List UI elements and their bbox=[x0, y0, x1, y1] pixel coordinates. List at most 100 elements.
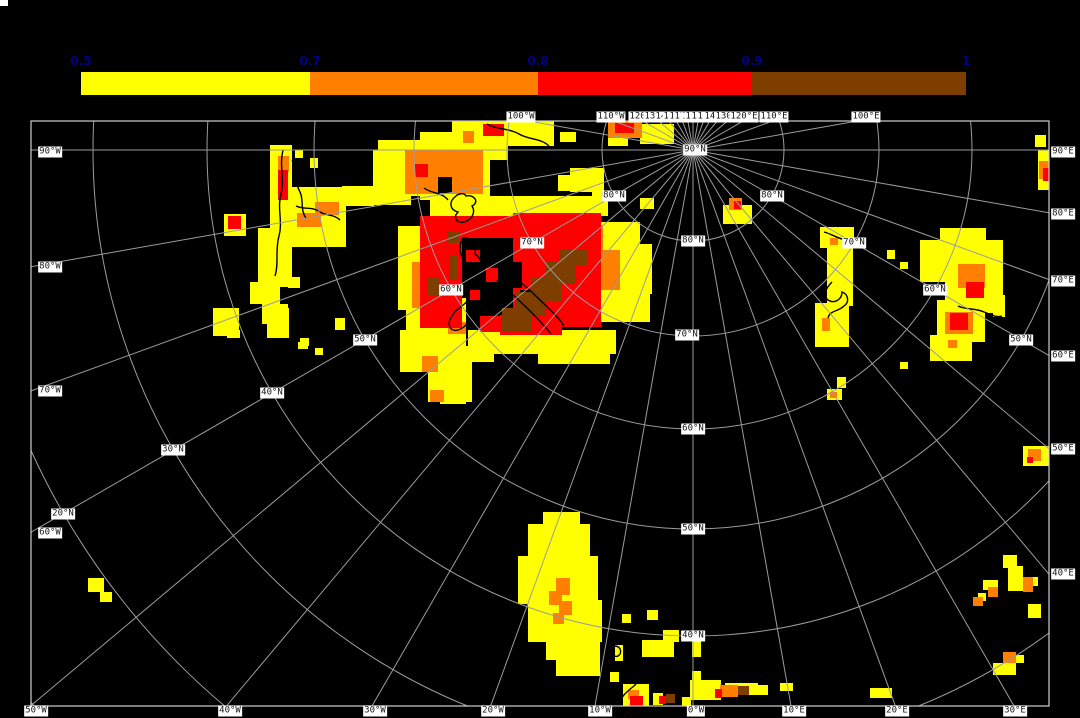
coastline-path bbox=[423, 187, 449, 201]
map-label: 10°W bbox=[588, 705, 612, 717]
data-cell bbox=[837, 377, 846, 388]
map-label: 40°E bbox=[1051, 568, 1075, 580]
data-cell bbox=[315, 348, 323, 355]
map-label: 30°W bbox=[363, 705, 387, 717]
data-cell bbox=[715, 689, 722, 698]
data-cell bbox=[738, 686, 749, 695]
data-cell bbox=[1008, 566, 1023, 591]
data-cell bbox=[615, 645, 623, 661]
map-label: 60°W bbox=[38, 527, 62, 539]
data-cell bbox=[486, 268, 498, 282]
data-cell bbox=[297, 213, 321, 227]
map-label: 70°N bbox=[675, 329, 699, 341]
colorbar-tick-label: 0.7 bbox=[299, 54, 321, 68]
map-label: 20°W bbox=[481, 705, 505, 717]
map-label: 70°N bbox=[520, 237, 544, 249]
meridian-line bbox=[31, 149, 694, 392]
colorbar-tick-label: 1 bbox=[961, 54, 971, 68]
map-label: 20°E bbox=[885, 705, 909, 717]
data-cell bbox=[642, 640, 674, 657]
data-cell bbox=[630, 696, 643, 706]
colorbar-tick-label: 0.9 bbox=[741, 54, 763, 68]
map-label: 20°N bbox=[51, 508, 75, 520]
data-cell bbox=[993, 307, 1005, 317]
map-label: 80°N bbox=[760, 190, 784, 202]
map-label: 50°W bbox=[24, 705, 48, 717]
data-cell bbox=[682, 697, 691, 706]
data-cell bbox=[948, 340, 957, 348]
map-label: 50°E bbox=[1051, 443, 1075, 455]
coastline-path bbox=[496, 279, 552, 335]
data-cell bbox=[556, 658, 600, 676]
window-artifact bbox=[0, 0, 8, 6]
data-cell bbox=[558, 175, 590, 191]
data-cell bbox=[470, 290, 480, 300]
meridian-line bbox=[657, 121, 694, 151]
data-cell bbox=[538, 346, 610, 364]
colorbar-segment bbox=[538, 72, 752, 95]
data-cell bbox=[1027, 457, 1033, 463]
coastline-path bbox=[459, 237, 483, 288]
data-cell bbox=[1023, 577, 1033, 592]
data-cell bbox=[887, 250, 895, 259]
data-cell bbox=[228, 216, 241, 229]
meridian-line bbox=[692, 121, 718, 151]
data-cell bbox=[647, 610, 658, 620]
data-cell bbox=[692, 640, 701, 657]
data-cell bbox=[950, 313, 968, 330]
data-cell bbox=[734, 201, 741, 209]
map-label: 60°E bbox=[1051, 350, 1075, 362]
coastline-path bbox=[616, 671, 643, 706]
data-cell bbox=[870, 688, 892, 698]
map-label: 100°W bbox=[506, 111, 536, 123]
meridian-line bbox=[692, 121, 745, 151]
meridian-line bbox=[692, 121, 711, 151]
data-cell bbox=[598, 250, 620, 290]
colorbar bbox=[81, 72, 966, 95]
map-label: 120°E bbox=[729, 111, 759, 123]
data-cell bbox=[1028, 604, 1041, 618]
data-cell bbox=[462, 216, 514, 238]
meridian-line bbox=[692, 149, 1049, 450]
meridian-line bbox=[692, 149, 792, 706]
map-label: 50°N bbox=[353, 334, 377, 346]
meridian-line bbox=[692, 149, 896, 706]
data-cell bbox=[900, 362, 908, 369]
coastlines bbox=[241, 123, 1003, 706]
meridian-line bbox=[371, 149, 694, 706]
data-cell bbox=[440, 388, 466, 404]
map-label: 40°W bbox=[218, 705, 242, 717]
data-cell bbox=[983, 580, 998, 590]
data-cell bbox=[622, 614, 631, 623]
data-cell bbox=[298, 342, 308, 349]
map-border bbox=[30, 120, 1050, 707]
coastline-path bbox=[957, 305, 1003, 318]
data-cell bbox=[100, 592, 112, 602]
map-label: 40°N bbox=[260, 387, 284, 399]
map-label: 70°N bbox=[842, 237, 866, 249]
colorbar-tick-label: 0.5 bbox=[70, 54, 92, 68]
coastline-path bbox=[291, 159, 307, 219]
data-cell bbox=[720, 685, 738, 697]
coastline-path bbox=[241, 213, 263, 248]
colorbar-segment bbox=[310, 72, 538, 95]
data-cell bbox=[88, 578, 104, 592]
meridian-line bbox=[692, 149, 1015, 706]
coastline-path bbox=[295, 205, 341, 221]
map-label: 110°E bbox=[759, 111, 789, 123]
data-cell bbox=[653, 693, 663, 705]
data-cell bbox=[278, 170, 288, 200]
data-cell bbox=[608, 138, 628, 146]
map-label: 120°W bbox=[628, 111, 658, 123]
map-label: 50°N bbox=[1009, 334, 1033, 346]
data-cell bbox=[988, 587, 998, 597]
map-label: 90°N bbox=[683, 144, 707, 156]
data-cell bbox=[559, 250, 587, 266]
coastline-path bbox=[450, 193, 477, 224]
map-label: 60°N bbox=[439, 284, 463, 296]
meridian-line bbox=[668, 121, 694, 151]
map-label: 10°E bbox=[782, 705, 806, 717]
